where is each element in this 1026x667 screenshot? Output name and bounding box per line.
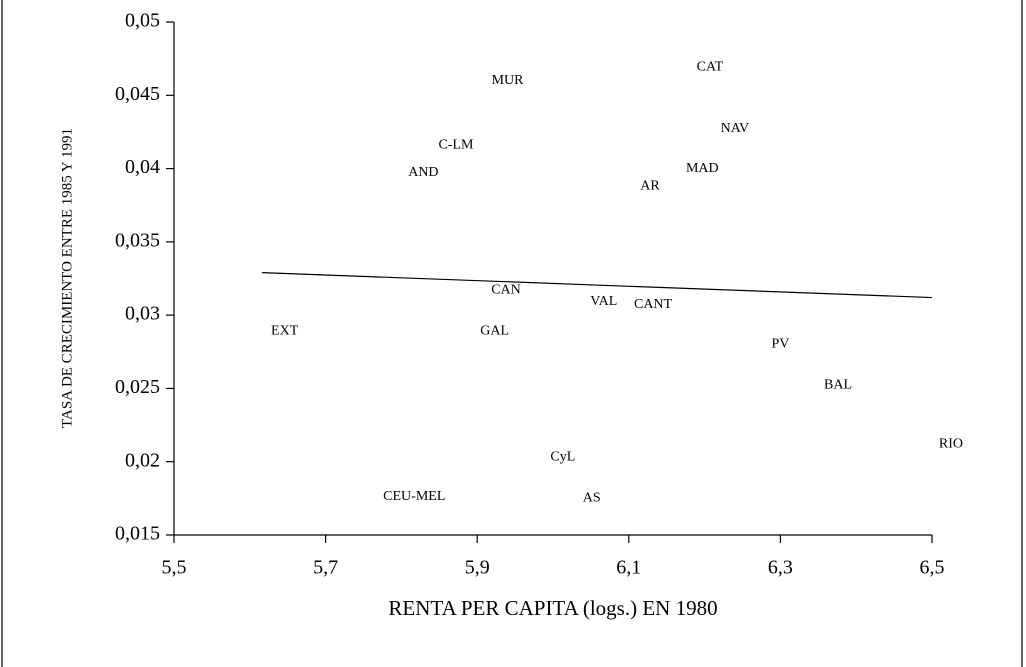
y-tick-label: 0,03	[125, 303, 160, 325]
x-tick-label: 6,1	[616, 557, 641, 579]
x-axis-label: RENTA PER CAPITA (logs.) EN 1980	[388, 596, 717, 620]
point-label: NAV	[721, 121, 750, 136]
point-label: C-LM	[438, 137, 474, 152]
point-label: VAL	[590, 294, 617, 309]
point-label: AS	[583, 491, 601, 506]
point-label: MUR	[492, 73, 525, 88]
x-tick-label: 6,3	[768, 557, 793, 579]
point-label: CyL	[550, 450, 575, 465]
y-tick-label: 0,015	[115, 523, 160, 545]
point-label: BAL	[824, 378, 852, 393]
y-axis-label: TASA DE CRECIMIENTO ENTRE 1985 Y 1991	[59, 128, 75, 428]
point-label: MAD	[686, 161, 719, 176]
point-label: AND	[408, 165, 438, 180]
y-tick-label: 0,025	[115, 376, 160, 398]
y-tick-label: 0,05	[125, 10, 160, 32]
y-tick-label: 0,035	[115, 229, 160, 251]
x-tick-label: 5,9	[465, 557, 490, 579]
point-label: EXT	[271, 323, 299, 338]
x-tick-label: 5,7	[313, 557, 338, 579]
y-tick-label: 0,04	[125, 156, 160, 178]
point-label: CAN	[491, 282, 521, 297]
point-label: AR	[640, 178, 660, 193]
trend-line	[261, 272, 933, 299]
point-label: PV	[771, 337, 789, 352]
point-label: CEU-MEL	[383, 489, 445, 504]
y-tick-label: 0,045	[115, 83, 160, 105]
point-label: GAL	[480, 323, 509, 338]
x-tick-label: 6,5	[920, 557, 945, 579]
point-label: RIO	[939, 436, 963, 451]
point-label: CAT	[697, 60, 724, 75]
point-label: CANT	[634, 297, 673, 312]
x-tick-label: 5,5	[162, 557, 187, 579]
y-tick-label: 0,02	[125, 449, 160, 471]
